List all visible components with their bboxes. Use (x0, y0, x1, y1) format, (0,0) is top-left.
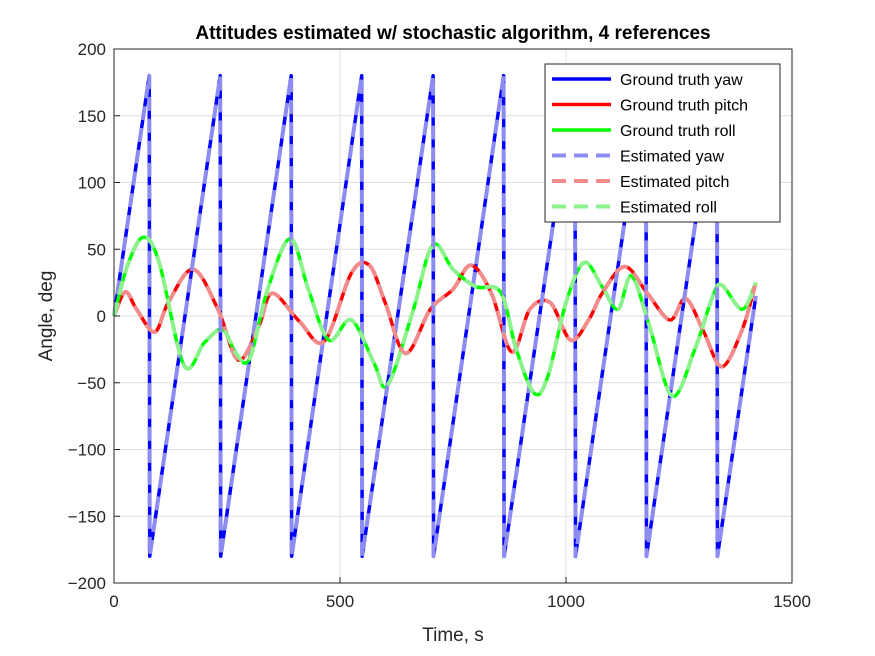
ticks: 0 500 1000 1500 −200 −150 −100 −50 0 50 100 150 200 (68, 40, 811, 611)
legend-label: Estimated pitch (620, 174, 729, 191)
series-group (112, 73, 758, 559)
legend-label: Ground truth pitch (620, 98, 748, 115)
y-tick-label: −100 (68, 441, 106, 460)
y-tick-label: −150 (68, 507, 106, 526)
y-tick-label: 100 (78, 174, 106, 193)
legend-box (544, 63, 781, 223)
series-line-4 (112, 73, 758, 559)
y-tick-label: 200 (78, 40, 106, 59)
y-tick-label: −50 (77, 374, 106, 393)
legend-label: Estimated yaw (620, 149, 724, 166)
chart-title: Attitudes estimated w/ stochastic algori… (195, 23, 710, 44)
y-tick-label: 150 (78, 107, 106, 126)
series-line-5 (112, 260, 758, 369)
legend-label: Ground truth roll (620, 123, 736, 140)
legend-label: Ground truth yaw (620, 72, 743, 89)
y-tick-label: 50 (87, 240, 106, 259)
y-axis-label: Angle, deg (36, 271, 57, 362)
y-tick-label: 0 (97, 307, 106, 326)
y-tick-label: −200 (68, 574, 106, 593)
x-tick-label: 500 (326, 592, 354, 611)
x-tick-label: 1500 (773, 592, 811, 611)
legend-label: Estimated roll (620, 200, 717, 217)
legend: Ground truth yaw Ground truth pitch Ground… (544, 63, 781, 223)
x-tick-label: 0 (109, 592, 118, 611)
series-line-6 (112, 235, 758, 399)
x-tick-label: 1000 (547, 592, 585, 611)
x-axis-label: Time, s (422, 625, 484, 646)
